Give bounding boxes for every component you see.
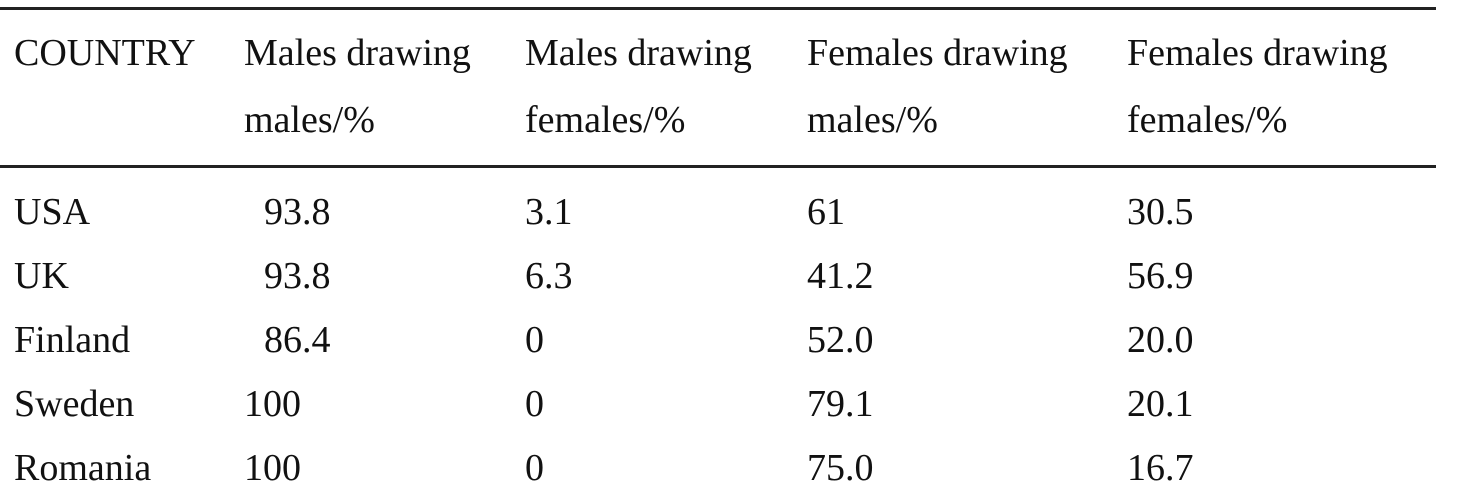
header-country: COUNTRY — [14, 32, 196, 74]
cell-females-drawing-males: 61 — [807, 191, 845, 233]
cell-males-drawing-males: 100 — [244, 383, 301, 425]
cell-females-drawing-females: 30.5 — [1127, 191, 1194, 233]
header-males-drawing-males-line1: Males drawing — [244, 32, 471, 74]
cell-males-drawing-females: 6.3 — [525, 255, 573, 297]
cell-females-drawing-males: 52.0 — [807, 319, 874, 361]
table-header-rule — [0, 165, 1436, 168]
cell-females-drawing-females: 20.1 — [1127, 383, 1194, 425]
cell-males-drawing-females: 0 — [525, 319, 544, 361]
header-females-drawing-females-line1: Females drawing — [1127, 32, 1388, 74]
cell-females-drawing-females: 56.9 — [1127, 255, 1194, 297]
header-females-drawing-males-line1: Females drawing — [807, 32, 1068, 74]
cell-males-drawing-females: 0 — [525, 447, 544, 489]
cell-females-drawing-females: 16.7 — [1127, 447, 1194, 489]
header-males-drawing-females-line1: Males drawing — [525, 32, 752, 74]
cell-males-drawing-males: 100 — [244, 447, 301, 489]
cell-males-drawing-males: 86.4 — [264, 319, 331, 361]
header-males-drawing-males-line2: males/% — [244, 99, 375, 141]
table-top-rule — [0, 7, 1436, 10]
header-females-drawing-males-line2: males/% — [807, 99, 938, 141]
cell-country: USA — [14, 191, 91, 233]
cell-country: Romania — [14, 447, 152, 489]
cell-country: Finland — [14, 319, 131, 361]
cell-males-drawing-females: 3.1 — [525, 191, 573, 233]
header-females-drawing-females-line2: females/% — [1127, 99, 1288, 141]
cell-males-drawing-males: 93.8 — [264, 191, 331, 233]
cell-females-drawing-males: 41.2 — [807, 255, 874, 297]
cell-males-drawing-females: 0 — [525, 383, 544, 425]
cell-females-drawing-males: 75.0 — [807, 447, 874, 489]
cell-females-drawing-males: 79.1 — [807, 383, 874, 425]
header-males-drawing-females-line2: females/% — [525, 99, 686, 141]
cell-females-drawing-females: 20.0 — [1127, 319, 1194, 361]
cell-country: Sweden — [14, 383, 135, 425]
cell-country: UK — [14, 255, 69, 297]
cell-males-drawing-males: 93.8 — [264, 255, 331, 297]
